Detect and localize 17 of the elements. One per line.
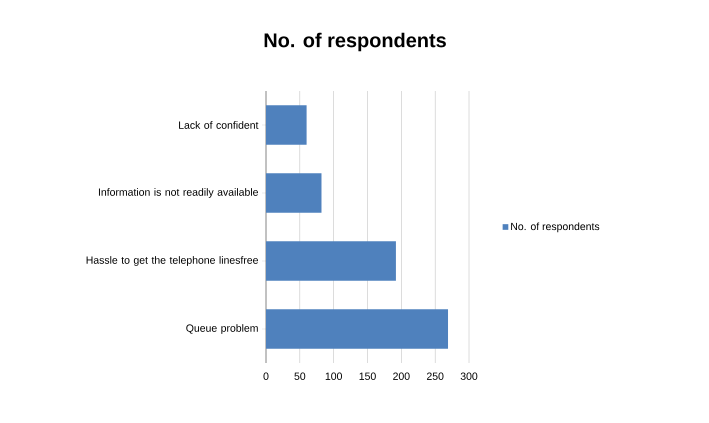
x-tick-label: 100 <box>326 372 342 380</box>
x-tick-label: 150 <box>360 372 376 380</box>
x-tick-label: 300 <box>460 372 478 380</box>
y-tick-label: Lack of confident <box>179 121 258 129</box>
x-tick-label: 250 <box>426 372 444 380</box>
chart-title: No. of respondents <box>264 32 446 52</box>
x-tick-label: 200 <box>393 372 410 380</box>
y-tick-label: Hassle to get the telephone linesfree <box>86 256 258 266</box>
bar <box>266 173 322 213</box>
legend-label: No. of respondents <box>511 222 600 232</box>
y-tick-label: Queue problem <box>186 324 258 334</box>
y-tick-label: Information is not readily available <box>98 188 258 198</box>
bar <box>266 241 396 281</box>
bar <box>266 309 448 349</box>
x-tick-label: 0 <box>264 372 268 380</box>
bar <box>266 105 307 145</box>
x-tick-label: 50 <box>294 372 306 380</box>
